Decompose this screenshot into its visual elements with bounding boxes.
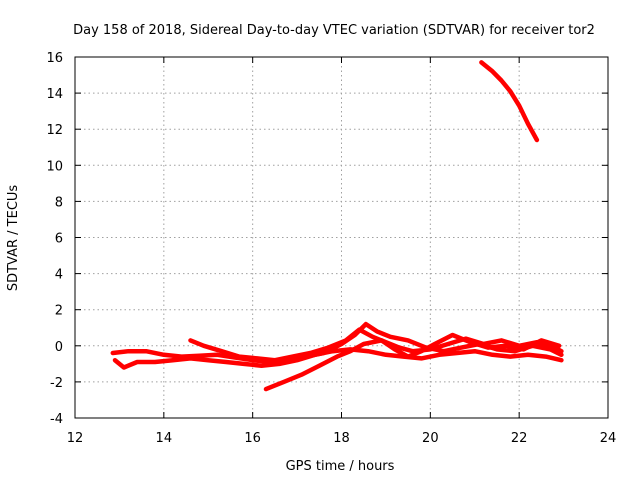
series-track-5 [479,60,540,143]
y-tick-label: -2 [50,376,63,391]
y-tick-label: 6 [55,232,63,247]
y-tick-label: 14 [46,87,63,102]
series-layer [110,60,564,392]
chart-title: Day 158 of 2018, Sidereal Day-to-day VTE… [73,23,595,38]
ticks [74,56,609,419]
x-tick-label: 14 [156,431,173,446]
x-axis-title: GPS time / hours [286,459,395,474]
y-tick-label: -4 [50,412,63,427]
x-tick-label: 12 [67,431,84,446]
x-tick-label: 16 [244,431,261,446]
series-track-4 [263,332,562,392]
y-tick-label: 16 [46,51,63,66]
x-tick-label: 20 [422,431,439,446]
y-tick-label: 2 [55,304,63,319]
series-track-2 [112,347,564,370]
x-tick-label: 22 [511,431,528,446]
y-tick-label: 4 [55,268,63,283]
y-tick-label: 10 [46,159,63,174]
y-tick-label: 12 [46,123,63,138]
x-tick-label: 18 [333,431,350,446]
y-tick-label: 0 [55,340,63,355]
x-tick-label: 24 [600,431,617,446]
y-tick-label: 8 [55,195,63,210]
y-axis-title: SDTVAR / TECUs [6,185,21,292]
